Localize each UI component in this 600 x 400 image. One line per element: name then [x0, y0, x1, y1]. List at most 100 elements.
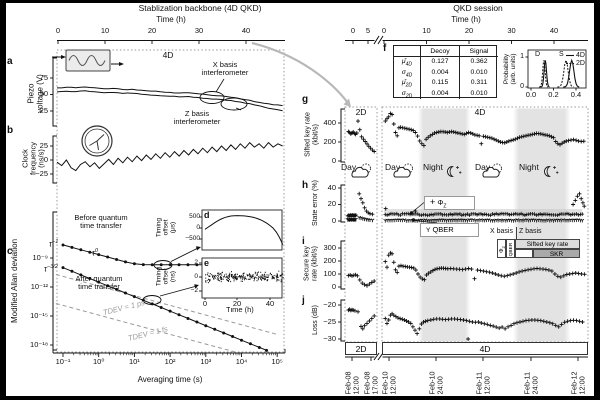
photon-xtick: 0.2	[548, 89, 559, 99]
inset-e-xtick: 0	[198, 300, 212, 308]
clock-icon	[81, 125, 113, 157]
allan-xtick: 10¹	[128, 357, 140, 366]
inset-e-xlabel: Time (h)	[212, 306, 268, 314]
time-tick-2d: 5	[365, 26, 371, 35]
series-secure-2d	[346, 272, 377, 288]
series-x-basis	[57, 86, 283, 107]
schematic-x-basis-label: X basis	[490, 228, 513, 235]
tau-exp: 0	[95, 248, 99, 254]
photon-inset-ylabel: Probability (arb. units)	[503, 53, 517, 85]
schematic-qber-text: QBER	[509, 242, 514, 257]
symbol-sub: 4D	[405, 61, 413, 68]
series-loss-2d	[346, 307, 377, 331]
inset-e-ytick: 0	[194, 272, 198, 280]
left-section-title: Stablization backbone (4D QKD)	[138, 3, 262, 13]
region-box-2d-right	[344, 106, 378, 343]
greek-symbol: σ	[401, 68, 406, 76]
date-label: Feb-11 24:00	[523, 361, 540, 395]
greek-symbol: μ̄	[401, 58, 406, 65]
photon-ytick: 1	[520, 52, 524, 60]
time-tick-left: 20	[147, 26, 157, 35]
panel-letter-c: c	[7, 246, 13, 257]
piezo-ytick: 50	[39, 89, 48, 98]
date-line: 24:00	[530, 376, 539, 395]
date-label: Feb-08 17:00	[363, 361, 380, 394]
allan-ytick: 10⁻¹⁸	[30, 339, 48, 349]
date-line: 12:00	[482, 376, 491, 395]
symbol-sub: 2D	[405, 92, 413, 99]
moon-icon	[544, 165, 559, 178]
phi-z-label: Φ	[437, 198, 444, 207]
frame-bottom-bar	[0, 396, 600, 400]
date-label: Feb-10 12:00	[381, 361, 398, 395]
region-2d-bottom-box: 2D	[345, 342, 377, 355]
frame-right-bar	[594, 0, 600, 400]
series-sifted-2d	[346, 119, 377, 154]
date-line: 12:00	[388, 376, 397, 395]
table-row-label: σ4D	[394, 68, 420, 79]
date-label: Feb-08 12:00	[344, 361, 361, 394]
table-value-cell: 0.010	[459, 88, 498, 99]
date-label: Feb-12 12:00	[570, 361, 587, 394]
right-time-axis-label: Time (h)	[451, 15, 481, 24]
label-after-transfer: After quantum time transfer	[75, 274, 123, 291]
loss-ytick: −30	[323, 333, 336, 343]
panel-letter-h: h	[302, 180, 309, 191]
annotation-x-basis: X basis interferometer	[201, 60, 249, 77]
night-band-2	[513, 108, 571, 342]
phi: Φ	[499, 248, 505, 253]
secure-ytick: 100	[323, 268, 336, 278]
photon-xtick: 0.0	[525, 89, 537, 99]
day-night-label: Day	[341, 162, 357, 172]
panel-letter-f: f	[383, 43, 387, 54]
allan-xtick: 10⁰	[93, 357, 105, 366]
panel-letter-a: a	[7, 56, 13, 67]
time-tick-4d: 10	[422, 26, 431, 35]
phi-z-sub: Z	[443, 203, 447, 210]
state-error-ytick: 20	[327, 199, 336, 208]
tau-exp: −1	[52, 239, 59, 245]
allan-xtick: 10⁵	[271, 357, 283, 366]
secure-ytick: 0	[331, 281, 336, 291]
panel-letter-b: b	[7, 125, 14, 136]
moon-icon	[447, 165, 462, 178]
photon-peak-4D-D	[540, 60, 550, 88]
table-value-cell: 0.004	[420, 67, 459, 78]
allan-xtick: 10⁻¹	[55, 357, 71, 366]
sun-cloud-icon	[482, 163, 502, 178]
series-timing-offset-ns	[205, 270, 284, 284]
interferometer-waveform-icon	[52, 49, 124, 72]
table-value-cell: 0.010	[459, 67, 498, 78]
tau-base: τ	[49, 239, 52, 249]
piezo-ytick: 25	[39, 105, 48, 115]
inset-e-xtick: 20	[230, 300, 244, 308]
x-basis-ellipse	[199, 91, 225, 104]
inset-e-ytick: 2	[194, 258, 198, 266]
photon-ytick: 0	[520, 82, 524, 90]
series-sifted-4d	[383, 111, 586, 148]
inset-letter-e: e	[204, 258, 210, 268]
table-value-cell: 0.115	[420, 78, 459, 89]
left-time-axis-label: Time (h)	[156, 15, 186, 24]
series-qber-2d	[345, 215, 375, 223]
series-phi-z-4d	[383, 211, 585, 218]
y-marker-icon: Y	[426, 227, 431, 234]
time-tick-left: 40	[241, 26, 251, 35]
allan-xtick: 10²	[164, 357, 176, 366]
left-region-4d-label: 4D	[162, 50, 174, 60]
table-row-label: σ2D	[394, 89, 420, 100]
photon-xtick: 0.4	[570, 89, 582, 99]
legend-qber-box: Y QBER	[420, 223, 479, 237]
panel-c-xlabel: Averaging time (s)	[137, 375, 203, 384]
sifted-ytick: 0	[331, 155, 336, 165]
clock-ytick: 0	[43, 154, 48, 164]
series-allan-1	[62, 267, 267, 351]
symbol-sub: 4D	[405, 71, 413, 78]
day-night-label: Night	[519, 162, 539, 172]
schematic-z-basis-label: Z basis	[519, 228, 542, 235]
tau-minus-3-2-label: τ−3/2	[44, 263, 58, 274]
date-label: Feb-10 24:00	[428, 361, 445, 394]
schematic-empty-cell	[515, 248, 533, 258]
day-night-label: Day	[385, 162, 401, 172]
